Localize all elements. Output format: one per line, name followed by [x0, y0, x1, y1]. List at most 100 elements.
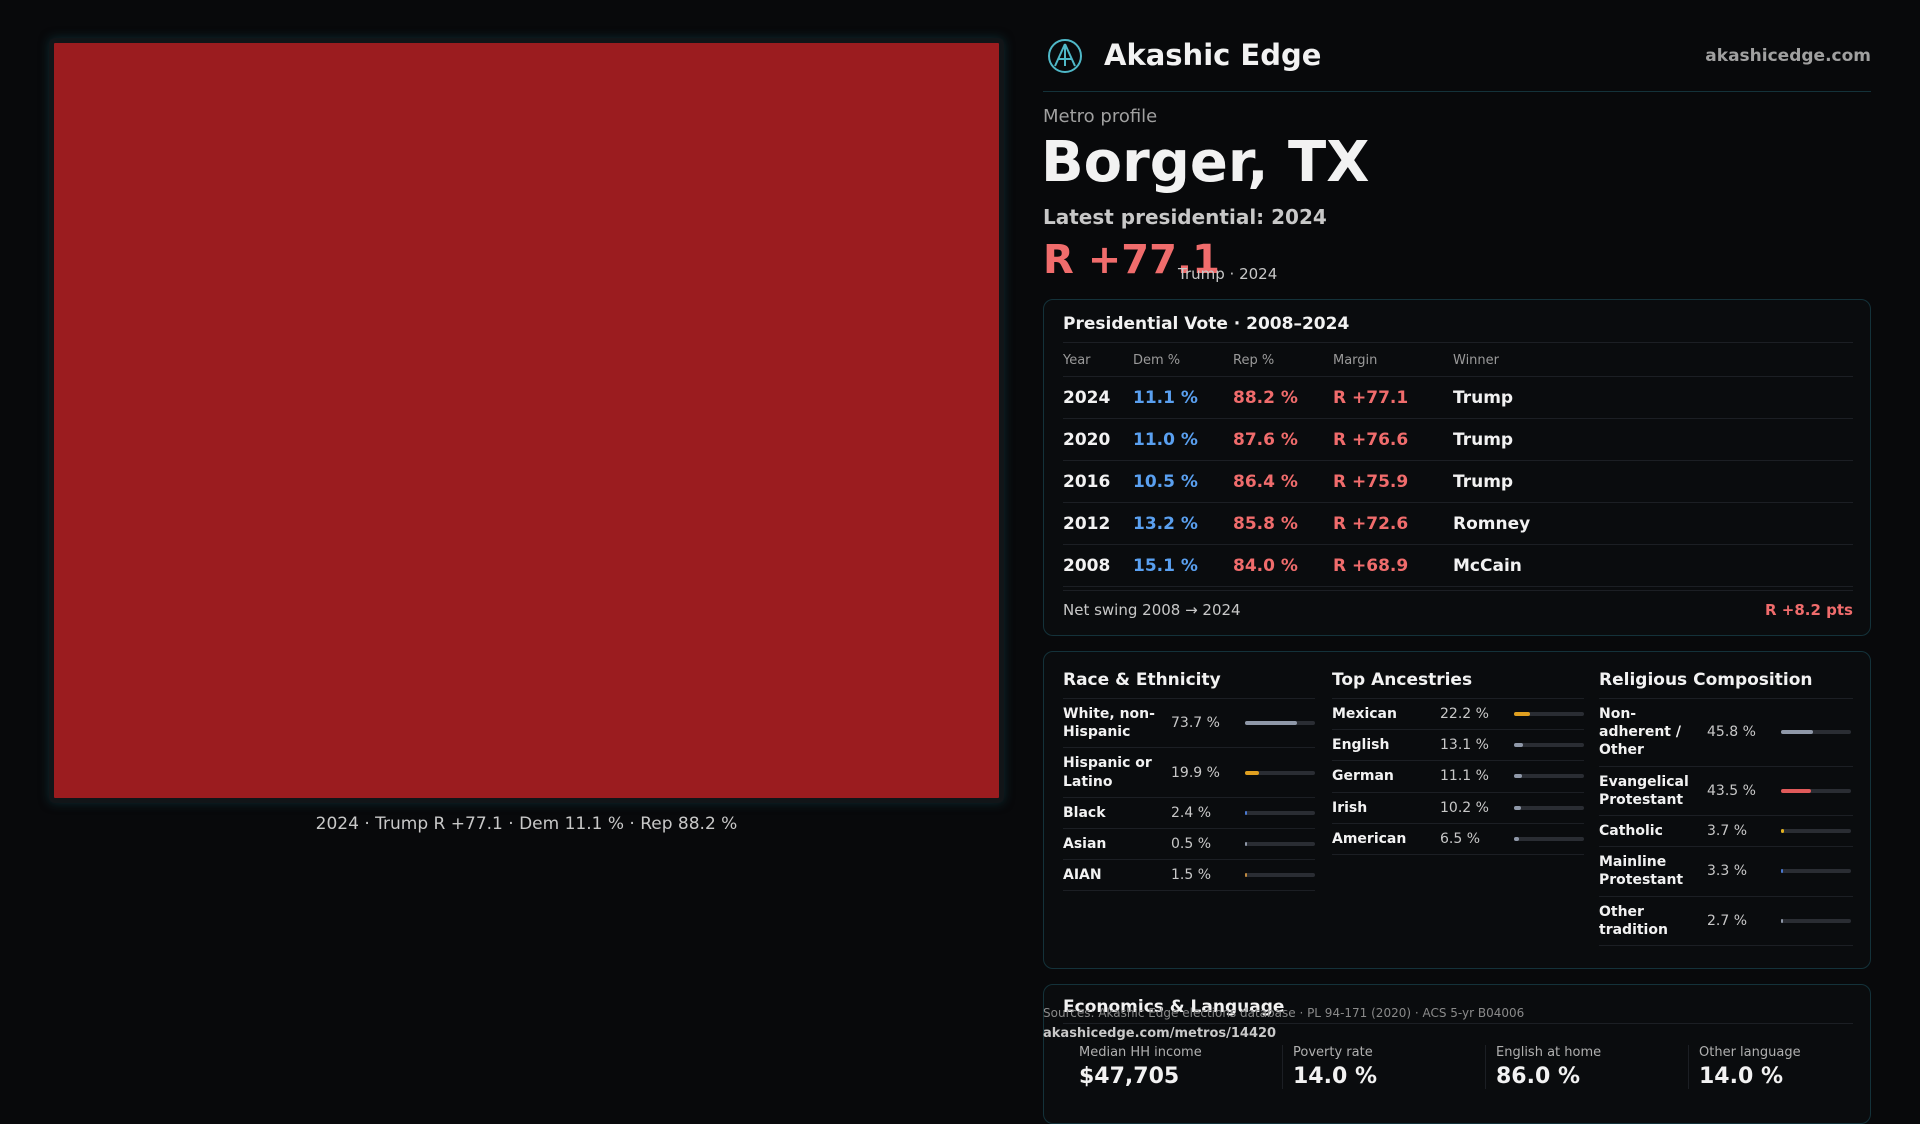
row-value: 6.5 % — [1440, 830, 1481, 847]
row-value: 19.9 % — [1171, 764, 1220, 781]
stat-label: Other language — [1699, 1045, 1801, 1060]
row-value: 13.1 % — [1440, 737, 1489, 754]
stat: Poverty rate 14.0 % — [1282, 1045, 1473, 1089]
metro-url[interactable]: akashicedge.com/metros/14420 — [1043, 1026, 1277, 1041]
table-cell: Trump — [1453, 471, 1514, 492]
bar — [1514, 805, 1522, 810]
stat-label: Median HH income — [1079, 1045, 1202, 1060]
table-cell: 84.0 % — [1233, 555, 1298, 576]
bar — [1781, 730, 1814, 735]
bar — [1781, 869, 1784, 874]
bar — [1781, 918, 1783, 923]
stat-label: Poverty rate — [1293, 1045, 1373, 1060]
demographic-row: Non-adherent / Other 45.8 % — [1599, 699, 1853, 767]
section-title: Race & Ethnicity — [1063, 664, 1315, 699]
demographic-row: White, non-Hispanic 73.7 % — [1063, 699, 1315, 749]
vote-card: Presidential Vote · 2008–2024 Year Dem % R… — [1043, 299, 1871, 636]
table-cell: R +75.9 — [1333, 471, 1409, 492]
table-row: 2020 11.0 % 87.6 % R +76.6 Trump — [1063, 419, 1853, 461]
table-cell: 11.1 % — [1133, 387, 1198, 408]
bar — [1245, 810, 1247, 815]
table-row: 2012 13.2 % 85.8 % R +72.6 Romney — [1063, 503, 1853, 545]
bar-track — [1245, 842, 1315, 847]
body: 2024 · Trump R +77.1 · Dem 11.1 % · Rep … — [49, 38, 1871, 1124]
table-cell: McCain — [1453, 555, 1522, 576]
bar — [1514, 774, 1522, 779]
site-link[interactable]: akashicedge.com — [1705, 46, 1871, 66]
table-cell: R +77.1 — [1333, 387, 1409, 408]
section-title: Top Ancestries — [1332, 664, 1584, 699]
bar-track — [1514, 805, 1584, 810]
row-label: AIAN — [1063, 867, 1102, 884]
table-cell: 86.4 % — [1233, 471, 1298, 492]
margin: R +77.1 — [1043, 237, 1220, 283]
bar-track — [1245, 770, 1315, 775]
divider — [1043, 91, 1871, 92]
row-label: Mexican — [1332, 706, 1397, 722]
row-value: 10.2 % — [1440, 799, 1489, 816]
row-label: White, non-Hispanic — [1063, 706, 1155, 741]
demographic-row: English 13.1 % — [1332, 730, 1584, 762]
table-cell: Romney — [1453, 513, 1531, 534]
latest: Latest presidential: 2024 — [1043, 205, 1327, 229]
bar — [1245, 721, 1297, 726]
demographic-row: Evangelical Protestant 43.5 % — [1599, 767, 1853, 816]
table-cell: 2020 — [1063, 429, 1111, 450]
logo — [1048, 39, 1082, 73]
table-cell: 11.0 % — [1133, 429, 1198, 450]
row-value: 1.5 % — [1171, 867, 1212, 884]
bar-track — [1514, 743, 1584, 748]
column-header: Rep % — [1233, 352, 1275, 368]
row-label: German — [1332, 768, 1394, 785]
bar — [1514, 743, 1524, 748]
bar — [1245, 873, 1247, 878]
row-label: Other tradition — [1599, 903, 1668, 938]
bar — [1781, 829, 1784, 834]
stat: Median HH income $47,705 — [1079, 1045, 1269, 1089]
demographic-row: Mexican 22.2 % — [1332, 699, 1584, 731]
row-label: Mainline Protestant — [1599, 854, 1684, 889]
bar-track — [1781, 829, 1851, 834]
bar-track — [1514, 712, 1584, 717]
demographic-column: Race & Ethnicity White, non-Hispanic 73.7 … — [1063, 664, 1315, 892]
table-cell: 2008 — [1063, 555, 1111, 576]
table-cell: 15.1 % — [1133, 555, 1198, 576]
row-value: 11.1 % — [1440, 768, 1489, 785]
bar-track — [1781, 869, 1851, 874]
row-label: Irish — [1332, 799, 1368, 816]
table-cell: 2016 — [1063, 471, 1111, 492]
stat-value: 14.0 % — [1293, 1064, 1377, 1089]
demographic-row: AIAN 1.5 % — [1063, 860, 1315, 892]
table-cell: R +76.6 — [1333, 429, 1409, 450]
stat-label: English at home — [1496, 1045, 1602, 1060]
row-value: 3.7 % — [1707, 823, 1748, 840]
demographic-row: Black 2.4 % — [1063, 798, 1315, 829]
demographic-row: Hispanic or Latino 19.9 % — [1063, 748, 1315, 798]
row-label: Asian — [1063, 835, 1107, 852]
table-cell: 10.5 % — [1133, 471, 1198, 492]
page: Akashic Edge {"header": {"brand": "Akash… — [49, 38, 1871, 1124]
table-header: Year Dem % Rep % Margin Winner — [1063, 344, 1853, 377]
map-caption: 2024 · Trump R +77.1 · Dem 11.1 % · Rep … — [315, 814, 738, 834]
row-label: Evangelical Protestant — [1599, 773, 1689, 808]
table-row: 2008 15.1 % 84.0 % R +68.9 McCain — [1063, 545, 1853, 587]
row-value: 3.3 % — [1707, 863, 1748, 880]
table-cell: R +72.6 — [1333, 513, 1409, 534]
column-header: Margin — [1333, 352, 1378, 368]
stat-value: 86.0 % — [1496, 1064, 1580, 1089]
demographic-row: Asian 0.5 % — [1063, 829, 1315, 861]
row-value: 22.2 % — [1440, 706, 1489, 723]
bar-track — [1245, 873, 1315, 878]
table-cell: Trump — [1453, 429, 1514, 450]
row-label: Black — [1063, 804, 1106, 821]
table-cell: 2024 — [1063, 387, 1111, 408]
bar — [1245, 770, 1259, 775]
table-cell: 87.6 % — [1233, 429, 1298, 450]
table-cell: 2012 — [1063, 513, 1111, 534]
bar-track — [1245, 721, 1315, 726]
bar-track — [1514, 774, 1584, 779]
demographic-row: American 6.5 % — [1332, 824, 1584, 855]
table-cell: 13.2 % — [1133, 513, 1198, 534]
row-value: 73.7 % — [1171, 715, 1220, 732]
demographic-column: Top Ancestries Mexican 22.2 % English 13.1 %… — [1332, 664, 1584, 855]
